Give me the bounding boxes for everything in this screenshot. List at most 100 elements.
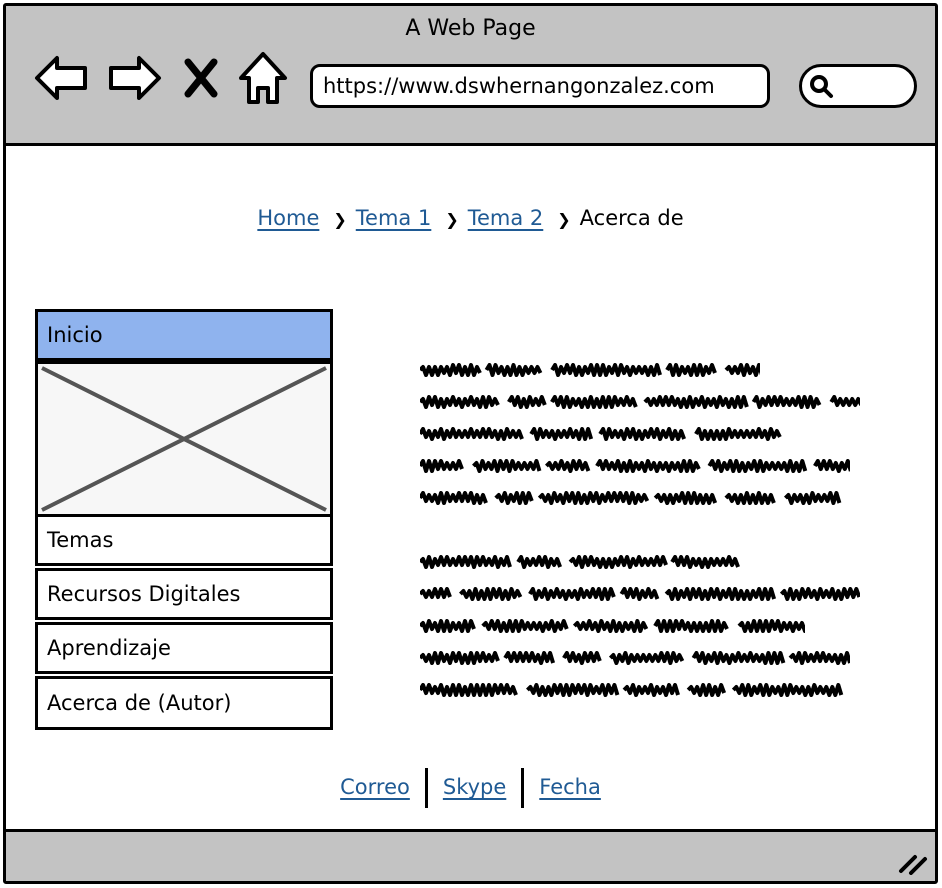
text-scribble bbox=[665, 363, 717, 377]
text-scribble bbox=[420, 587, 452, 599]
text-scribble bbox=[516, 555, 562, 569]
back-button[interactable] bbox=[32, 50, 90, 106]
search-icon bbox=[810, 75, 833, 98]
breadcrumb-current: Acerca de bbox=[579, 206, 684, 230]
sidebar-item-label: Acerca de (Autor) bbox=[47, 691, 232, 715]
breadcrumb-home[interactable]: Home bbox=[257, 206, 320, 230]
text-scribble bbox=[528, 587, 616, 601]
text-scribble bbox=[707, 459, 808, 473]
text-scribble bbox=[737, 619, 805, 633]
text-scribble bbox=[545, 459, 591, 473]
sidebar-item-recursos-digitales[interactable]: Recursos Digitales bbox=[35, 568, 333, 620]
text-scribble bbox=[537, 491, 650, 505]
text-scribble bbox=[529, 427, 594, 441]
footer-divider bbox=[424, 768, 428, 808]
text-scribble bbox=[420, 459, 464, 473]
status-bar bbox=[6, 829, 935, 881]
browser-window: A Web Page https://www.dswhernangonzalez… bbox=[3, 3, 938, 884]
footer-link-fecha[interactable]: Fecha bbox=[539, 775, 601, 799]
breadcrumb-tema-2[interactable]: Tema 2 bbox=[467, 206, 544, 230]
text-scribble bbox=[724, 363, 760, 377]
text-scribble bbox=[481, 619, 569, 633]
forward-button[interactable] bbox=[106, 50, 164, 106]
sidebar-item-label: Temas bbox=[47, 528, 114, 552]
arrow-left-icon bbox=[35, 56, 87, 100]
breadcrumb-separator: ❯ bbox=[333, 210, 347, 229]
text-placeholder-line bbox=[420, 427, 782, 441]
text-scribble bbox=[595, 459, 701, 473]
text-scribble bbox=[691, 651, 786, 665]
text-scribble bbox=[420, 491, 488, 505]
sidebar-item-label: Aprendizaje bbox=[47, 636, 171, 660]
text-scribble bbox=[653, 619, 729, 633]
address-bar[interactable]: https://www.dswhernangonzalez.com bbox=[310, 64, 770, 108]
text-scribble bbox=[420, 651, 500, 665]
text-placeholder-line bbox=[420, 587, 860, 601]
text-placeholder-line bbox=[420, 683, 844, 697]
close-icon bbox=[184, 58, 218, 98]
sidebar-item-acerca-de-autor[interactable]: Acerca de (Autor) bbox=[35, 676, 333, 730]
text-scribble bbox=[779, 587, 860, 601]
footer-links: Correo Skype Fecha bbox=[6, 768, 935, 808]
text-scribble bbox=[619, 587, 660, 601]
text-scribble bbox=[670, 555, 740, 569]
breadcrumb-separator: ❯ bbox=[445, 210, 459, 229]
stop-button[interactable] bbox=[176, 50, 226, 106]
home-icon bbox=[239, 52, 287, 104]
text-scribble bbox=[664, 587, 777, 601]
text-scribble bbox=[572, 619, 649, 633]
text-scribble bbox=[503, 651, 556, 665]
text-scribble bbox=[459, 587, 523, 601]
text-scribble bbox=[550, 395, 638, 409]
text-placeholder-line bbox=[420, 651, 850, 665]
text-scribble bbox=[788, 651, 850, 665]
text-scribble bbox=[494, 491, 534, 505]
arrow-right-icon bbox=[109, 56, 161, 100]
text-scribble bbox=[751, 395, 822, 409]
text-scribble bbox=[724, 491, 776, 505]
text-placeholder-line bbox=[420, 363, 760, 377]
text-scribble bbox=[472, 459, 542, 473]
image-placeholder-icon bbox=[41, 366, 327, 512]
footer-link-skype[interactable]: Skype bbox=[442, 775, 507, 799]
text-scribble bbox=[550, 363, 662, 377]
text-scribble bbox=[420, 363, 482, 377]
text-scribble bbox=[568, 555, 668, 569]
text-scribble bbox=[653, 491, 718, 505]
breadcrumb: Home ❯ Tema 1 ❯ Tema 2 ❯ Acerca de bbox=[6, 206, 935, 230]
text-scribble bbox=[507, 395, 547, 409]
text-scribble bbox=[622, 683, 680, 697]
sidebar-item-inicio[interactable]: Inicio bbox=[35, 309, 333, 361]
text-placeholder-line bbox=[420, 619, 805, 633]
sidebar-item-label: Recursos Digitales bbox=[47, 582, 241, 606]
breadcrumb-tema-1[interactable]: Tema 1 bbox=[355, 206, 432, 230]
window-title: A Web Page bbox=[405, 16, 536, 41]
text-scribble bbox=[694, 427, 782, 441]
browser-toolbar: A Web Page https://www.dswhernangonzalez… bbox=[6, 6, 935, 146]
text-scribble bbox=[420, 619, 476, 633]
text-scribble bbox=[608, 651, 685, 665]
image-placeholder bbox=[35, 361, 333, 517]
text-scribble bbox=[731, 683, 844, 697]
resize-grip-icon[interactable] bbox=[897, 847, 929, 875]
text-scribble bbox=[686, 683, 727, 697]
search-input[interactable] bbox=[799, 64, 917, 108]
text-placeholder-line bbox=[420, 459, 850, 473]
text-placeholder-line bbox=[420, 491, 842, 505]
text-scribble bbox=[813, 459, 850, 473]
text-scribble bbox=[829, 395, 860, 407]
text-scribble bbox=[420, 555, 512, 569]
text-scribble bbox=[783, 491, 842, 505]
text-placeholder-line bbox=[420, 395, 860, 409]
sidebar-item-aprendizaje[interactable]: Aprendizaje bbox=[35, 622, 333, 674]
text-scribble bbox=[420, 683, 518, 697]
text-scribble bbox=[526, 683, 620, 697]
footer-link-correo[interactable]: Correo bbox=[340, 775, 410, 799]
text-scribble bbox=[562, 651, 602, 665]
text-placeholder-line bbox=[420, 555, 740, 569]
text-scribble bbox=[420, 395, 500, 409]
sidebar-item-label: Inicio bbox=[47, 323, 103, 347]
home-button[interactable] bbox=[234, 50, 292, 106]
text-scribble bbox=[643, 395, 749, 409]
sidebar-item-temas[interactable]: Temas bbox=[35, 514, 333, 566]
